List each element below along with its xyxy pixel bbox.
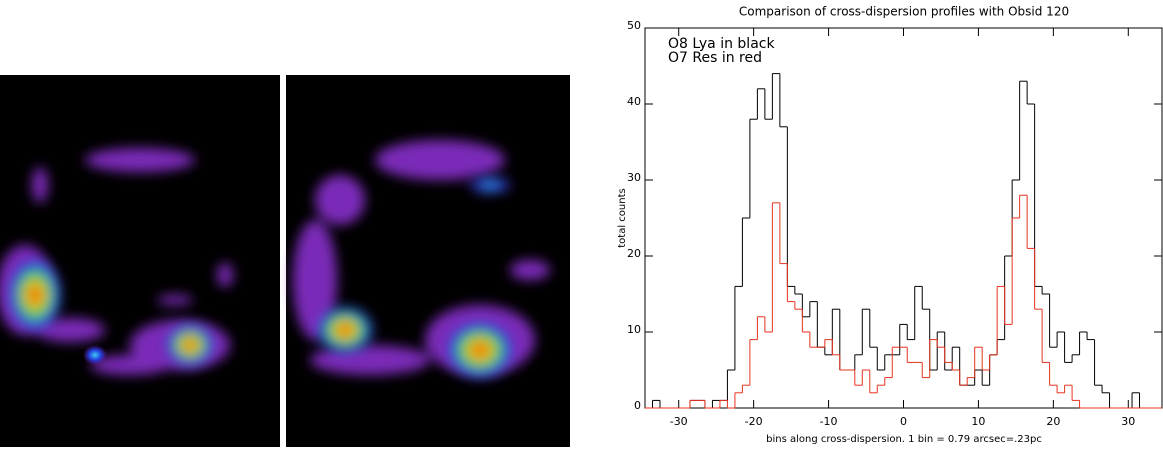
y-tick-label: 10	[627, 323, 641, 336]
y-tick-label: 40	[627, 95, 641, 108]
x-tick-label: 30	[1121, 415, 1135, 428]
y-axis-label: total counts	[617, 188, 628, 247]
y-tick-label: 30	[627, 171, 641, 184]
x-tick-label: -10	[820, 415, 838, 428]
y-tick-label: 50	[627, 19, 641, 32]
x-tick-label: 10	[971, 415, 985, 428]
annotation: O7 Res in red	[668, 50, 762, 66]
y-tick-label: 0	[634, 399, 641, 412]
x-tick-label: -20	[745, 415, 763, 428]
annotation: O8 Lya in black	[668, 36, 775, 52]
x-axis-label: bins along cross-dispersion. 1 bin = 0.7…	[766, 434, 1042, 445]
plot-area	[645, 73, 1162, 409]
plot-frame	[644, 27, 1163, 409]
image-right	[286, 75, 570, 447]
x-tick-label: 0	[900, 415, 907, 428]
image-left	[0, 75, 280, 447]
y-tick-label: 20	[627, 247, 641, 260]
x-tick-label: 20	[1046, 415, 1060, 428]
chart-title: Comparison of cross-dispersion profiles …	[739, 5, 1069, 19]
x-tick-label: -30	[670, 415, 688, 428]
